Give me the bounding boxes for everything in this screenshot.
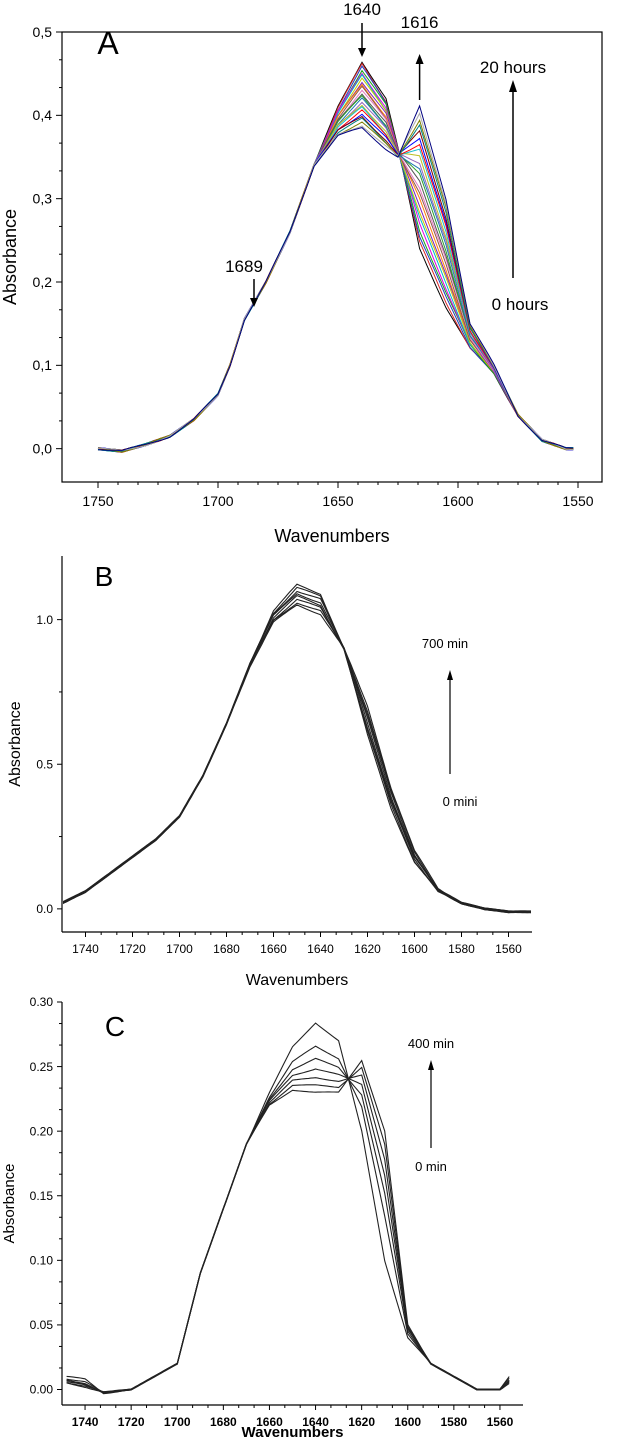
x-tick-label: 1750 xyxy=(82,493,113,509)
series-line xyxy=(98,112,574,452)
x-tick-label: 1660 xyxy=(260,942,287,956)
y-tick-label: 0,5 xyxy=(33,24,53,40)
series-line xyxy=(97,106,574,452)
peak-annotation-label: 1640 xyxy=(343,0,381,19)
panel-letter: C xyxy=(105,1011,125,1042)
time-end-label: 700 min xyxy=(422,636,468,651)
time-start-label: 0 min xyxy=(415,1159,447,1174)
y-tick-label: 0,2 xyxy=(33,274,53,290)
y-tick-label: 0.25 xyxy=(30,1060,54,1074)
x-tick-label: 1740 xyxy=(72,1415,99,1429)
x-tick-label: 1580 xyxy=(448,942,475,956)
arrow-head xyxy=(415,54,424,64)
x-tick-label: 1600 xyxy=(442,493,473,509)
series-line xyxy=(66,1059,510,1393)
series-line xyxy=(63,598,531,913)
chart-panel-a xyxy=(56,23,603,488)
x-tick-label: 1580 xyxy=(440,1415,467,1429)
time-start-label: 0 hours xyxy=(492,295,549,314)
y-tick-label: 0,0 xyxy=(33,441,53,457)
x-axis-label: Wavenumbers xyxy=(274,526,389,546)
x-axis-label: Wavenumbers xyxy=(246,972,349,989)
series-line xyxy=(66,1057,510,1394)
arrow-head xyxy=(428,1060,434,1070)
y-tick-label: 0.10 xyxy=(30,1254,54,1268)
x-tick-label: 1700 xyxy=(164,1415,191,1429)
y-axis-label: Absorbance xyxy=(0,209,20,305)
x-tick-label: 1740 xyxy=(72,942,99,956)
series-line xyxy=(97,93,574,451)
x-tick-label: 1640 xyxy=(302,1415,329,1429)
x-tick-label: 1620 xyxy=(354,942,381,956)
x-axis-label: Wavenumbers xyxy=(242,1424,344,1440)
series-line xyxy=(66,1022,510,1395)
series-line xyxy=(66,1068,510,1394)
series-line xyxy=(97,104,574,451)
series-line xyxy=(98,104,574,451)
series-line xyxy=(63,604,531,914)
peak-annotation-label: 1616 xyxy=(401,13,439,32)
series-line xyxy=(98,115,574,451)
arrow-head xyxy=(509,80,517,92)
series-line xyxy=(97,89,574,453)
y-axis-label: Absorbance xyxy=(7,701,24,786)
x-tick-label: 1680 xyxy=(210,1415,237,1429)
y-tick-label: 0,3 xyxy=(33,191,53,207)
x-tick-label: 1600 xyxy=(401,942,428,956)
series-line xyxy=(63,583,531,914)
time-end-label: 400 min xyxy=(408,1036,454,1051)
series-line xyxy=(97,119,574,453)
x-tick-label: 1700 xyxy=(202,493,233,509)
time-start-label: 0 mini xyxy=(443,794,478,809)
series-line xyxy=(97,97,574,453)
arrow-head xyxy=(250,298,258,307)
series-group xyxy=(63,583,531,914)
x-tick-label: 1660 xyxy=(256,1415,283,1429)
series-line xyxy=(97,83,574,451)
series-line xyxy=(97,117,574,453)
series-group xyxy=(66,1022,510,1395)
series-line xyxy=(97,101,574,453)
x-tick-label: 1680 xyxy=(213,942,240,956)
arrow-head xyxy=(358,48,366,57)
y-tick-label: 0.5 xyxy=(36,757,53,771)
panel-letter: B xyxy=(95,561,114,592)
x-tick-label: 1550 xyxy=(562,493,593,509)
chart-panel-b xyxy=(57,556,532,937)
chart-panel-c xyxy=(57,1001,523,1410)
panel-letter: A xyxy=(97,25,119,61)
series-line xyxy=(97,85,574,453)
plot-frame xyxy=(61,31,603,483)
y-tick-label: 0.00 xyxy=(30,1383,54,1397)
y-tick-label: 1.0 xyxy=(36,613,53,627)
x-tick-label: 1700 xyxy=(166,942,193,956)
x-tick-label: 1640 xyxy=(307,942,334,956)
y-tick-label: 0.05 xyxy=(30,1318,54,1332)
time-end-label: 20 hours xyxy=(480,58,546,77)
x-tick-label: 1560 xyxy=(487,1415,514,1429)
peak-annotation-label: 1689 xyxy=(225,257,263,276)
y-tick-label: 0,1 xyxy=(33,357,53,373)
series-group xyxy=(97,61,574,453)
y-axis-label: Absorbance xyxy=(1,1163,18,1243)
x-tick-label: 1560 xyxy=(495,942,522,956)
series-line xyxy=(97,113,574,452)
y-tick-label: 0,4 xyxy=(33,107,53,123)
y-tick-label: 0.15 xyxy=(30,1189,54,1203)
series-line xyxy=(66,1074,510,1394)
x-tick-label: 1650 xyxy=(322,493,353,509)
series-line xyxy=(97,109,574,453)
x-tick-label: 1720 xyxy=(118,1415,145,1429)
x-tick-label: 1720 xyxy=(119,942,146,956)
y-tick-label: 0.0 xyxy=(36,902,53,916)
x-tick-label: 1600 xyxy=(394,1415,421,1429)
x-tick-label: 1620 xyxy=(348,1415,375,1429)
series-line xyxy=(97,94,574,451)
y-tick-label: 0.30 xyxy=(30,995,54,1009)
series-line xyxy=(66,1045,510,1394)
series-line xyxy=(66,1066,510,1393)
y-tick-label: 0.20 xyxy=(30,1124,54,1138)
arrow-head xyxy=(447,670,453,680)
